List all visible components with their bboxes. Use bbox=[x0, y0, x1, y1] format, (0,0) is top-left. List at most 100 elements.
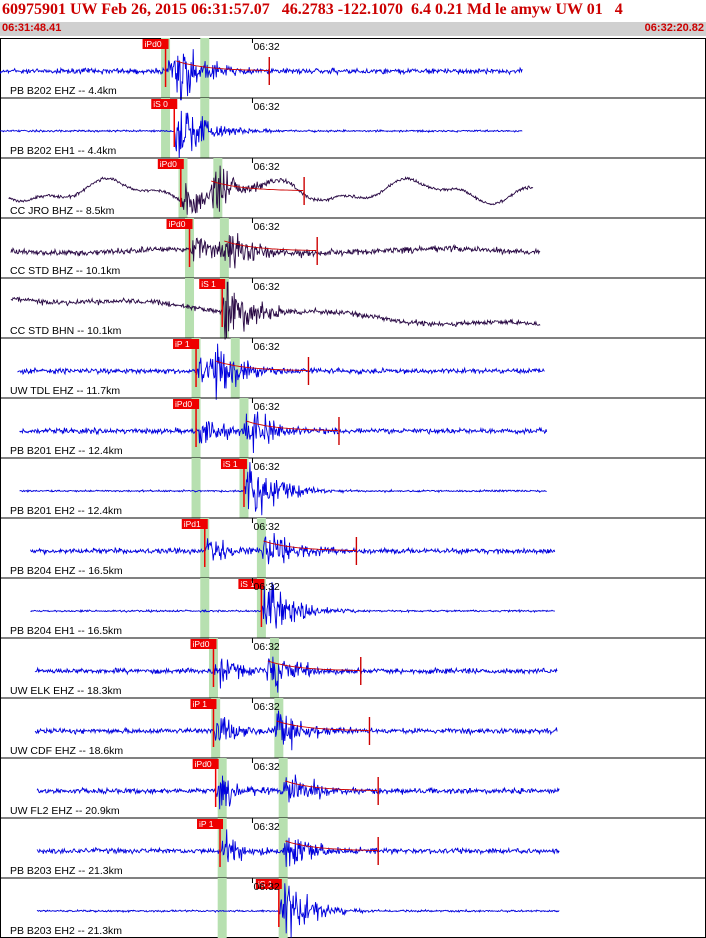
pick-marker[interactable] bbox=[173, 399, 200, 409]
waveform-trace bbox=[36, 774, 560, 810]
trace-row[interactable]: iS 1 06:32 CC STD BHN -- 10.1km bbox=[0, 277, 706, 340]
waveform-trace bbox=[0, 110, 523, 159]
time-tick-label: 06:32 bbox=[253, 461, 279, 473]
trace-row[interactable]: iPd0 06:32 UW FL2 EHZ -- 20.9km bbox=[0, 757, 706, 818]
coda-fit-curve bbox=[263, 540, 356, 551]
s-theoretical-band bbox=[274, 698, 284, 758]
pick-marker[interactable] bbox=[255, 879, 282, 889]
pick-marker[interactable] bbox=[181, 519, 208, 529]
time-range-band bbox=[0, 22, 706, 36]
p-theoretical-band bbox=[185, 278, 195, 338]
station-label: PB B204 EH1 -- 16.5km bbox=[10, 625, 122, 637]
waveform-trace bbox=[34, 710, 558, 751]
s-theoretical-band bbox=[219, 218, 229, 278]
coda-fit-curve bbox=[176, 60, 269, 71]
pick-marker[interactable] bbox=[192, 759, 219, 769]
station-label: UW TDL EHZ -- 11.7km bbox=[10, 385, 120, 397]
waveform-trace bbox=[0, 49, 523, 101]
waveform-trace bbox=[10, 281, 541, 340]
pick-label: iPd0 bbox=[195, 759, 212, 769]
station-label: PB B202 EH1 -- 4.4km bbox=[10, 145, 116, 157]
pick-marker[interactable] bbox=[190, 639, 217, 649]
trace-row[interactable]: iPd0 06:32 PB B202 EHZ -- 4.4km bbox=[0, 38, 523, 101]
coda-fit-curve bbox=[245, 420, 338, 431]
waveform-trace bbox=[19, 411, 548, 454]
pick-marker[interactable] bbox=[151, 99, 178, 109]
station-label: PB B202 EHZ -- 4.4km bbox=[10, 85, 117, 97]
station-label: UW FL2 EHZ -- 20.9km bbox=[10, 805, 120, 817]
time-tick-label: 06:32 bbox=[253, 341, 279, 353]
trace-row[interactable]: iS 106:32 PB B203 EH2 -- 21.3km bbox=[0, 877, 706, 938]
station-label: PB B203 EH2 -- 21.3km bbox=[10, 925, 122, 937]
p-theoretical-band bbox=[217, 878, 227, 938]
station-label: CC STD BHN -- 10.1km bbox=[10, 325, 122, 337]
pick-label: iP 1 bbox=[192, 699, 207, 709]
waveform-trace bbox=[19, 462, 547, 516]
pick-label: iPd0 bbox=[175, 399, 192, 409]
pick-marker[interactable] bbox=[173, 339, 200, 349]
time-tick-label: 06:32 bbox=[253, 41, 279, 53]
time-tick-label: 06:32 bbox=[253, 161, 279, 173]
p-theoretical-band bbox=[161, 98, 171, 158]
station-label: CC STD BHZ -- 10.1km bbox=[10, 265, 121, 277]
waveform-trace bbox=[8, 165, 534, 215]
pick-marker[interactable] bbox=[142, 39, 169, 49]
coda-fit-curve bbox=[210, 180, 304, 191]
pick-marker[interactable] bbox=[199, 279, 226, 289]
seismogram-panel[interactable]: iPd0 06:32 PB B202 EHZ -- 4.4km iS 0 06:32 PB… bbox=[0, 38, 706, 938]
pick-label: iP 1 bbox=[199, 819, 214, 829]
s-theoretical-band bbox=[256, 518, 266, 578]
pick-marker[interactable] bbox=[220, 459, 247, 469]
window-start-time: 06:31:48.41 bbox=[2, 22, 62, 34]
pick-marker[interactable] bbox=[157, 159, 184, 169]
event-title: 60975901 UW Feb 26, 2015 06:31:57.07 46.… bbox=[2, 1, 623, 18]
pick-label: iS 1 bbox=[240, 579, 255, 589]
pick-label: iPd0 bbox=[169, 219, 186, 229]
trace-row[interactable]: iP 1 06:32 UW CDF EHZ -- 18.6km bbox=[0, 697, 706, 758]
event-header: 60975901 UW Feb 26, 2015 06:31:57.07 46.… bbox=[0, 0, 706, 36]
trace-row[interactable]: iPd0 06:32 CC STD BHZ -- 10.1km bbox=[0, 217, 706, 278]
waveform-trace bbox=[17, 343, 545, 400]
waveform-trace bbox=[34, 656, 558, 693]
window-end-time: 06:32:20.82 bbox=[644, 22, 704, 34]
pick-marker[interactable] bbox=[197, 819, 224, 829]
waveform-trace bbox=[10, 233, 541, 269]
station-label: PB B201 EHZ -- 12.4km bbox=[10, 445, 123, 457]
time-tick-label: 06:32 bbox=[253, 641, 279, 653]
time-tick-label: 06:32 bbox=[253, 701, 279, 713]
pick-marker[interactable] bbox=[238, 579, 265, 589]
time-tick-label: 06:32 bbox=[253, 101, 279, 113]
coda-fit-curve bbox=[215, 360, 308, 371]
time-tick-label: 06:32 bbox=[253, 521, 279, 533]
station-label: CC JRO BHZ -- 8.5km bbox=[10, 205, 115, 217]
pick-label: iS 0 bbox=[153, 99, 168, 109]
trace-row[interactable]: iPd0 06:32 CC JRO BHZ -- 8.5km bbox=[0, 157, 706, 218]
trace-row[interactable]: iPd0 06:32 UW ELK EHZ -- 18.3km bbox=[0, 637, 706, 698]
pick-label: iP 1 bbox=[175, 339, 190, 349]
waveform-trace bbox=[36, 883, 560, 938]
station-label: UW CDF EHZ -- 18.6km bbox=[10, 745, 123, 757]
station-label: PB B204 EHZ -- 16.5km bbox=[10, 565, 123, 577]
pick-label: iPd0 bbox=[145, 39, 162, 49]
p-theoretical-band bbox=[200, 578, 210, 638]
time-tick-label: 06:32 bbox=[253, 281, 279, 293]
p-theoretical-band bbox=[178, 158, 188, 218]
trace-row[interactable]: iPd1 06:32 PB B204 EHZ -- 16.5km bbox=[0, 517, 706, 578]
trace-row[interactable]: iPd0 06:32 PB B201 EHZ -- 12.4km bbox=[0, 397, 706, 458]
time-tick-label: 06:32 bbox=[253, 881, 279, 893]
s-theoretical-band bbox=[230, 338, 240, 398]
trace-row[interactable]: iS 106:32 PB B204 EH1 -- 16.5km bbox=[0, 577, 706, 638]
trace-row[interactable]: iP 1 06:32 PB B203 EHZ -- 21.3km bbox=[0, 817, 706, 878]
trace-row[interactable]: iS 1 06:32 PB B201 EH2 -- 12.4km bbox=[0, 457, 706, 518]
pick-marker[interactable] bbox=[166, 219, 193, 229]
pick-label: iS 1 bbox=[201, 279, 216, 289]
time-tick-label: 06:32 bbox=[253, 761, 279, 773]
time-tick-label: 06:32 bbox=[253, 581, 279, 593]
pick-label: iPd0 bbox=[192, 639, 209, 649]
station-label: PB B203 EHZ -- 21.3km bbox=[10, 865, 123, 877]
trace-row[interactable]: iS 0 06:32 PB B202 EH1 -- 4.4km bbox=[0, 97, 706, 159]
trace-row[interactable]: iP 1 06:32 UW TDL EHZ -- 11.7km bbox=[0, 337, 706, 400]
p-theoretical-band bbox=[211, 698, 221, 758]
pick-marker[interactable] bbox=[190, 699, 217, 709]
pick-label: iS 1 bbox=[223, 459, 238, 469]
